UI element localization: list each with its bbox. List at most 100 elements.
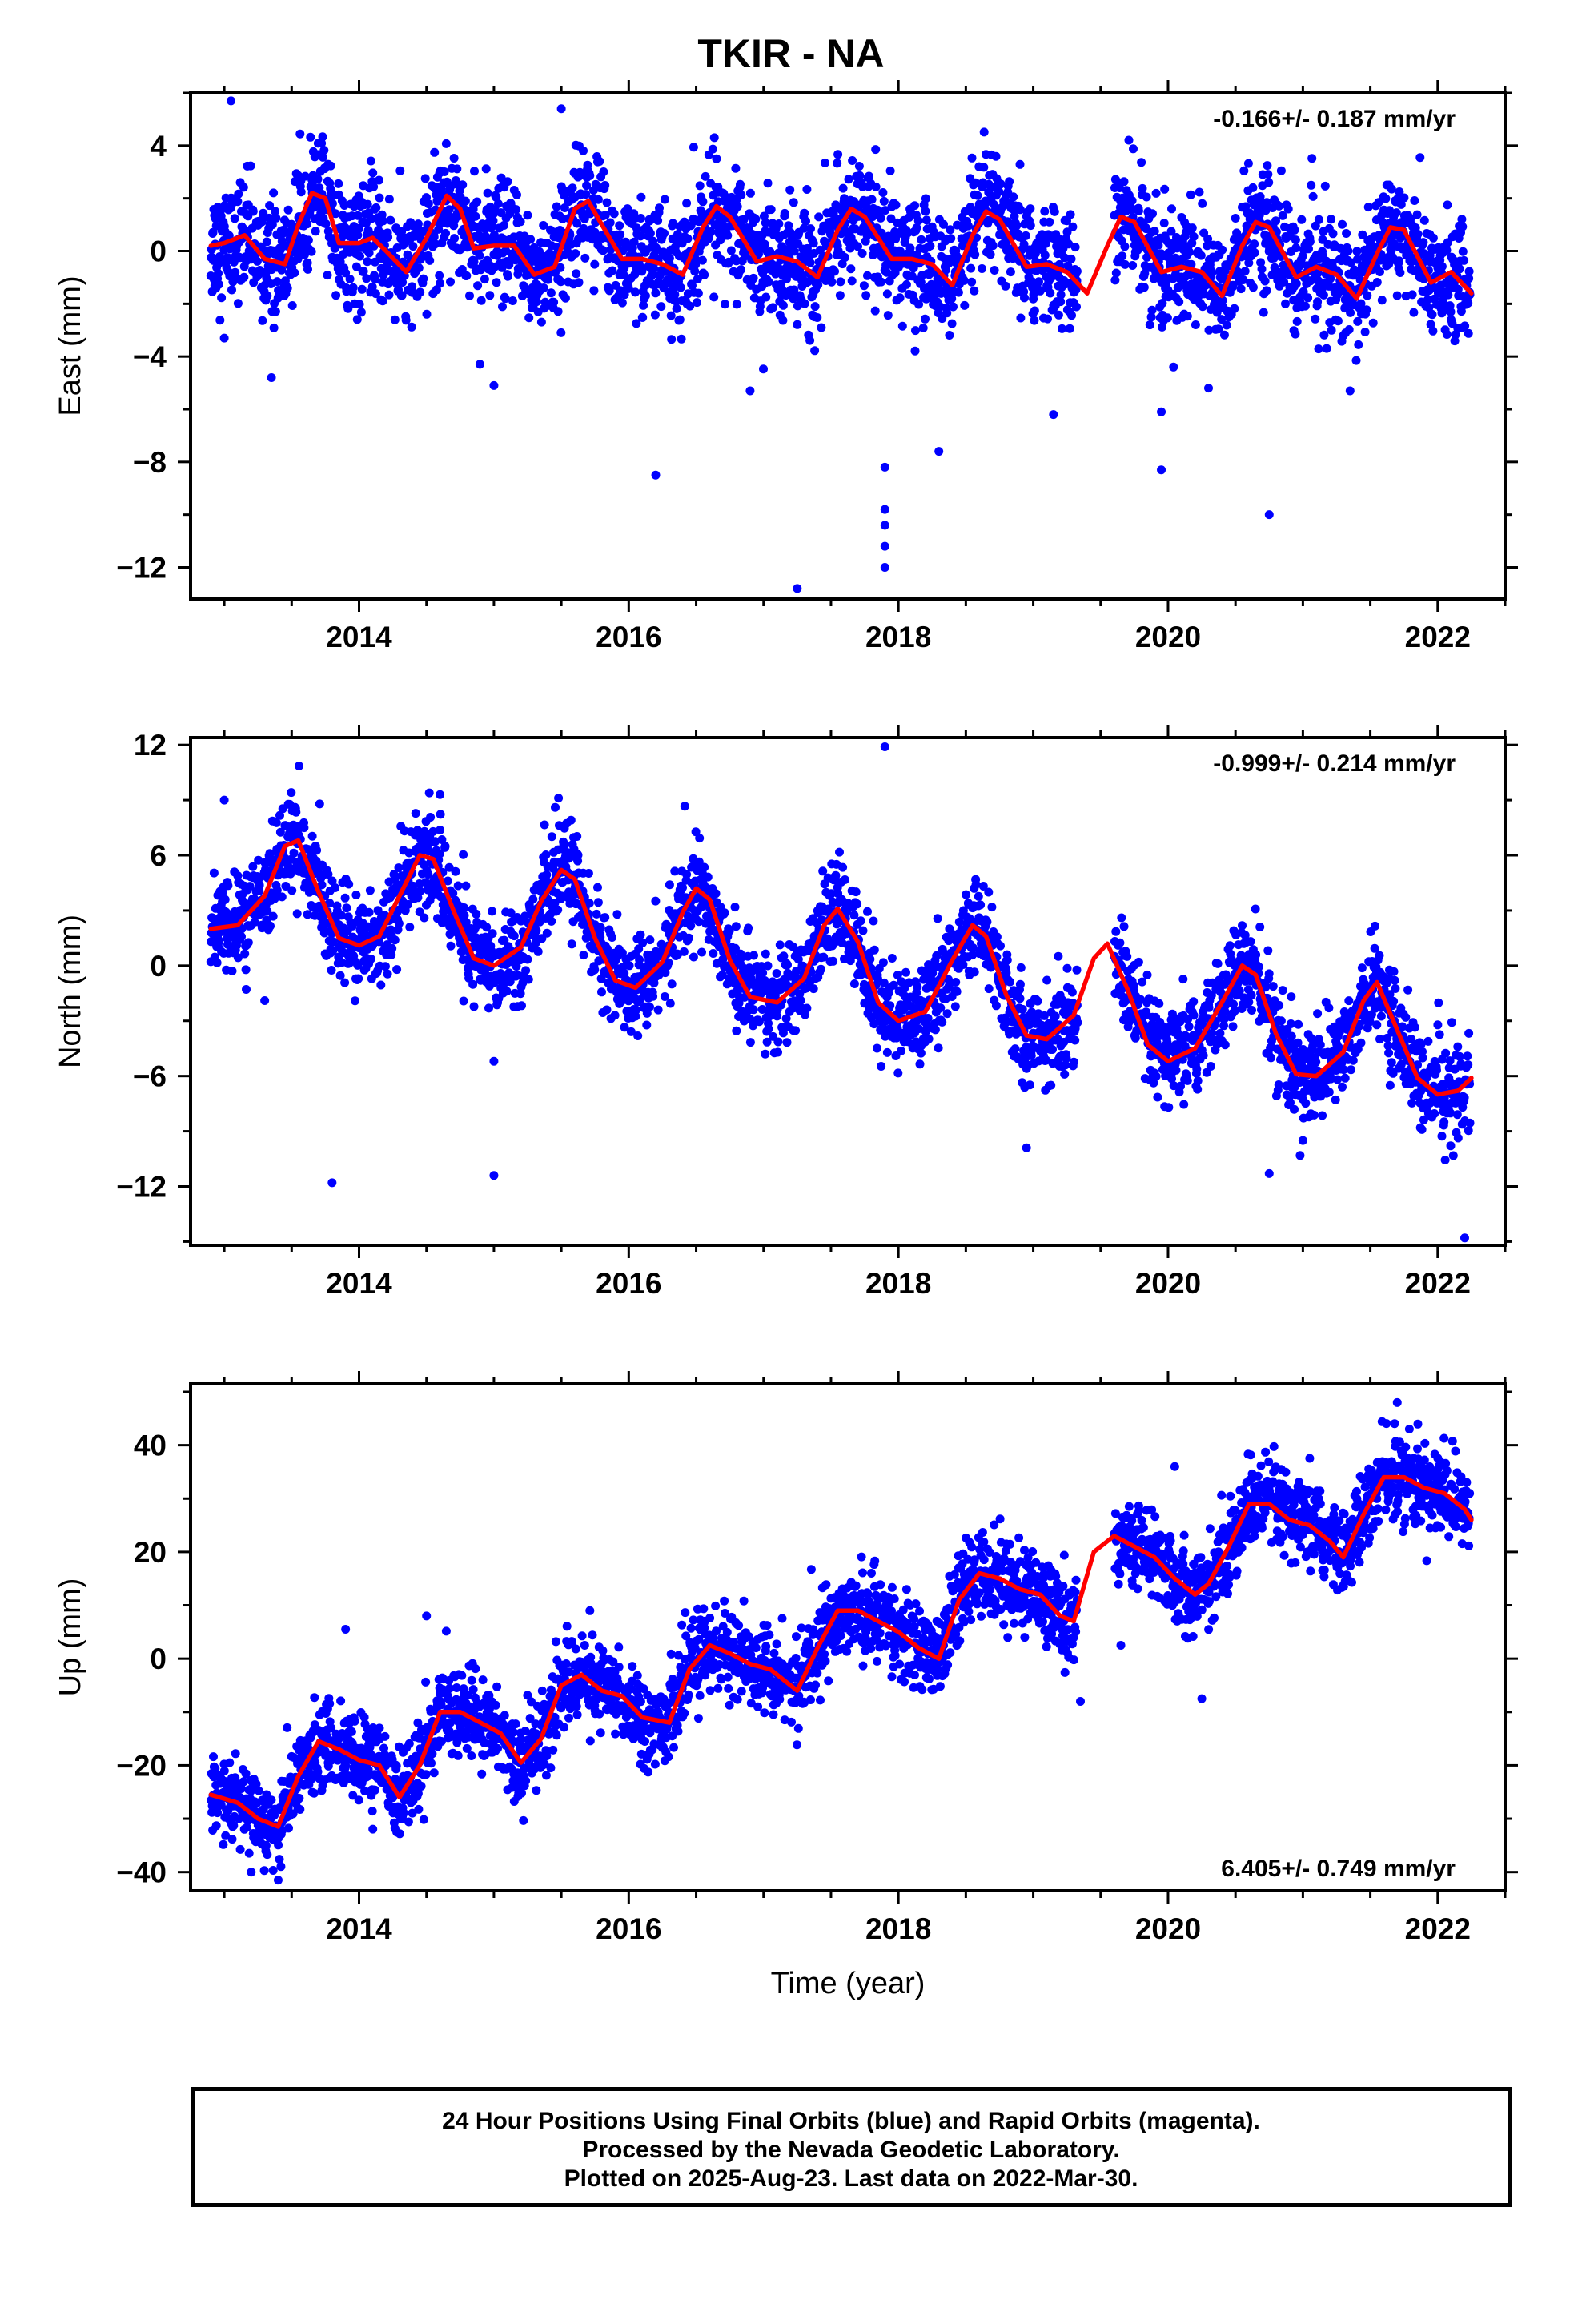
data-point (1464, 267, 1474, 276)
data-point (693, 288, 703, 298)
data-point (649, 979, 659, 987)
data-point (1203, 234, 1213, 243)
data-point (363, 257, 372, 267)
data-point (1218, 245, 1227, 255)
data-point (556, 277, 565, 287)
data-point (1217, 315, 1227, 324)
data-point (605, 218, 615, 227)
data-point (355, 251, 364, 261)
data-point (769, 303, 777, 312)
data-point (1426, 320, 1435, 329)
data-point (672, 304, 681, 313)
data-point (1276, 166, 1286, 175)
data-point (209, 868, 219, 878)
data-point (1442, 246, 1452, 255)
data-point (317, 880, 327, 890)
data-point (1327, 215, 1336, 224)
data-point (1140, 269, 1150, 279)
data-point (503, 177, 512, 187)
data-point (1119, 177, 1129, 187)
data-point (1352, 247, 1362, 256)
data-point (996, 179, 1006, 189)
data-point (271, 207, 279, 216)
outlier-point (227, 96, 236, 106)
data-point (539, 283, 548, 292)
data-point (946, 225, 955, 235)
data-point (780, 208, 789, 218)
data-point (1250, 248, 1259, 258)
data-point (1314, 344, 1323, 354)
data-point (287, 788, 296, 798)
data-point (1189, 232, 1199, 241)
data-point (420, 174, 430, 183)
data-point (754, 1017, 764, 1027)
data-point (670, 290, 680, 300)
data-point (426, 813, 436, 822)
data-point (553, 307, 563, 316)
outlier-point (1345, 386, 1355, 396)
data-point (233, 953, 243, 963)
data-point (849, 911, 859, 920)
data-point (430, 882, 440, 891)
data-point (524, 975, 533, 984)
data-point (408, 242, 418, 251)
data-point (772, 969, 781, 978)
data-point (566, 815, 576, 825)
data-point (635, 955, 644, 964)
data-point (1291, 235, 1300, 245)
data-point (598, 246, 608, 255)
data-point (777, 279, 786, 289)
data-point (1045, 217, 1054, 227)
data-point (378, 296, 387, 306)
data-point (773, 1011, 782, 1021)
data-point (711, 889, 721, 899)
data-point (885, 166, 895, 175)
outlier-point (1157, 407, 1166, 416)
data-point (292, 909, 302, 919)
data-point (583, 160, 592, 170)
data-point (813, 313, 822, 322)
data-point (645, 935, 655, 945)
data-point (268, 911, 278, 921)
data-point (809, 239, 818, 248)
x-tick-label: 2022 (1405, 621, 1471, 653)
data-point (660, 228, 669, 238)
data-point (660, 195, 669, 204)
data-point (712, 154, 721, 163)
data-point (708, 144, 717, 154)
data-point (1010, 211, 1019, 221)
data-point (496, 969, 505, 978)
data-point (1443, 238, 1452, 247)
data-point (600, 181, 610, 190)
data-point (680, 217, 689, 227)
data-point (758, 968, 768, 978)
data-point (371, 203, 381, 212)
data-point (334, 179, 343, 188)
outlier-point (793, 584, 802, 593)
data-point (419, 274, 428, 283)
data-point (468, 979, 478, 989)
data-point (863, 907, 872, 916)
data-point (446, 941, 456, 951)
data-point (863, 271, 872, 280)
data-point (736, 179, 745, 189)
data-point (325, 899, 335, 908)
data-point (1195, 187, 1204, 197)
data-point (1142, 192, 1151, 202)
data-point (1158, 322, 1166, 332)
data-point (459, 996, 468, 1006)
data-point (362, 274, 371, 283)
data-point (574, 278, 584, 287)
data-point (1030, 316, 1039, 325)
data-point (551, 802, 560, 812)
data-point (617, 298, 627, 308)
data-point (1166, 227, 1176, 236)
data-point (617, 996, 627, 1006)
data-point (700, 270, 709, 279)
data-point (572, 269, 581, 279)
data-point (918, 324, 928, 332)
data-point (1015, 159, 1025, 169)
data-point (532, 926, 541, 935)
data-point (697, 255, 707, 265)
data-point (709, 949, 718, 958)
